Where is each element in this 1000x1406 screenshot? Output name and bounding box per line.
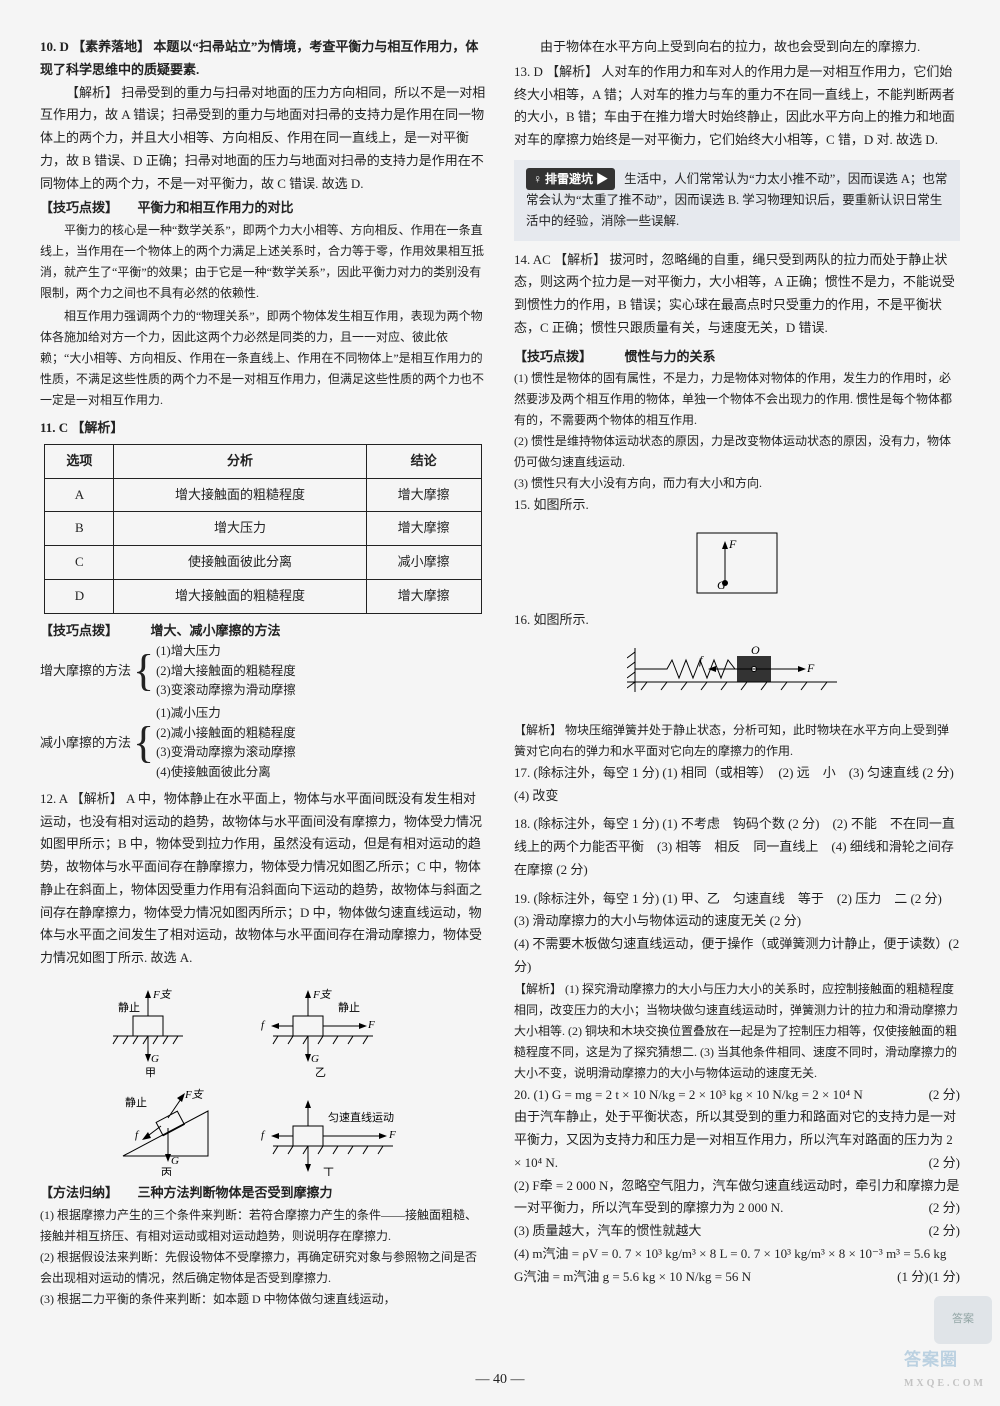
- q20d: (3) 质量越大，汽车的惯性就越大: [514, 1223, 701, 1238]
- svg-text:静止: 静止: [125, 1095, 147, 1109]
- svg-text:G: G: [151, 1053, 159, 1065]
- svg-text:F支: F支: [312, 988, 333, 1001]
- q19b: (4) 不需要木板做匀速直线运动，便于操作（或弹簧测力计静止，便于读数）(2 分…: [514, 933, 960, 979]
- tip-lead-11: 【技巧点拨】: [40, 623, 112, 638]
- inc2: (2)增大接触面的粗糙程度: [156, 664, 296, 678]
- method-title-12: 三种方法判断物体是否受到摩擦力: [138, 1185, 333, 1200]
- svg-text:静止: 静止: [338, 1000, 360, 1014]
- th-opt: 选项: [45, 444, 114, 478]
- box-lead-icon: ♀ 排雷避坑 ▶: [526, 168, 615, 190]
- inc1: (1)增大压力: [156, 644, 221, 658]
- th-con: 结论: [366, 444, 481, 478]
- svg-text:F: F: [388, 1129, 396, 1141]
- wm-url: MXQE.COM: [904, 1375, 986, 1393]
- q14: 14. AC 【解析】 拔河时，忽略绳的自重，绳只受到两队的拉力而处于静止状态，…: [514, 249, 960, 340]
- svg-text:甲: 甲: [145, 1067, 156, 1079]
- table-row: B增大压力增大摩擦: [45, 512, 481, 546]
- inc-lead: 增大摩擦的方法: [40, 660, 131, 683]
- q12-body: 12. A 【解析】 A 中，物体静止在水平面上，物体与水平面间既没有发生相对运…: [40, 788, 486, 970]
- tip-title-11: 增大、减小摩擦的方法: [151, 623, 281, 638]
- svg-text:G: G: [311, 1053, 319, 1065]
- q20f: G汽油 = m汽油 g = 5.6 kg × 10 N/kg = 56 N: [514, 1269, 751, 1284]
- table-row: D增大接触面的粗糙程度增大摩擦: [45, 579, 481, 613]
- q19a: 19. (除标注外，每空 1 分) (1) 甲、乙 匀速直线 等于 (2) 压力…: [514, 888, 960, 934]
- tip10-p2: 相互作用力强调两个力的“物理关系”，即两个物体发生相互作用，表现为两个物体各施加…: [40, 306, 486, 411]
- highlight-box: ♀ 排雷避坑 ▶ 生活中，人们常常认为“力太小推不动”，因而误选 A；也常常会认…: [514, 160, 960, 241]
- wm-text: 答案圈: [904, 1350, 958, 1369]
- svg-text:静止: 静止: [118, 1000, 140, 1014]
- brace-icon: {: [133, 730, 154, 756]
- q18: 18. (除标注外，每空 1 分) (1) 不考虑 钩码个数 (2 分) (2)…: [514, 813, 960, 881]
- svg-text:F支: F支: [152, 988, 173, 1001]
- th-ana: 分析: [114, 444, 366, 478]
- cont-12: 由于物体在水平方向上受到向右的拉力，故也会受到向左的摩擦力.: [514, 36, 960, 59]
- q20e: (4) m汽油 = ρV = 0. 7 × 10³ kg/m³ × 8 L = …: [514, 1246, 946, 1261]
- q11-table: 选项 分析 结论 A增大接触面的粗糙程度增大摩擦 B增大压力增大摩擦 C使接触面…: [44, 444, 481, 614]
- q12-diagram: F支 G 静止 甲 F支 G Ff 静止 乙: [40, 976, 486, 1176]
- q16-analysis: 【解析】 物块压缩弹簧并处于静止状态，分析可知，此时物块在水平方向上受到弹簧对它…: [514, 720, 960, 762]
- dec1: (1)减小压力: [156, 706, 221, 720]
- q16-figure: O F f: [514, 638, 960, 714]
- svg-text:f: f: [261, 1129, 266, 1141]
- method-lead-12: 【方法归纳】: [40, 1185, 112, 1200]
- svg-text:F: F: [806, 661, 815, 675]
- tip-title-10: 平衡力和相互作用力的对比: [138, 200, 294, 215]
- dec2: (2)减小接触面的粗糙程度: [156, 726, 296, 740]
- m12-2: (2) 根据假设法来判断：先假设物体不受摩擦力，再确定研究对象与参照物之间是否会…: [40, 1247, 486, 1289]
- svg-text:f: f: [261, 1019, 266, 1031]
- m12-1: (1) 根据摩擦力产生的三个条件来判断：若符合摩擦力产生的条件——接触面粗糙、接…: [40, 1205, 486, 1247]
- q16-head: 16. 如图所示.: [514, 609, 960, 632]
- q14-t2: (2) 惯性是维持物体运动状态的原因，力是改变物体运动状态的原因，没有力，物体仍…: [514, 431, 960, 473]
- tip10-p1: 平衡力的核心是一种“数学关系”，即两个力大小相等、方向相反、作用在一条直线上，当…: [40, 220, 486, 304]
- tip-lead-14: 【技巧点拨】: [514, 349, 586, 364]
- stamp-icon: 答案: [934, 1296, 992, 1344]
- inc3: (3)变滚动摩擦为滑动摩擦: [156, 683, 296, 697]
- q11-head: 11. C 【解析】: [40, 417, 486, 440]
- dec3: (3)变滑动摩擦为滚动摩擦: [156, 745, 296, 759]
- svg-text:匀速直线运动: 匀速直线运动: [328, 1110, 394, 1124]
- tip-lead: 【技巧点拨】: [40, 200, 112, 215]
- score: (1 分): [897, 1266, 928, 1289]
- score: (2 分): [929, 1084, 960, 1107]
- q20a: 20. (1) G = mg = 2 t × 10 N/kg = 2 × 10³…: [514, 1087, 863, 1102]
- q20b: 由于汽车静止，处于平衡状态，所以其受到的重力和路面对它的支持力是一对平衡力，又因…: [514, 1109, 956, 1170]
- table-row: C使接触面彼此分离减小摩擦: [45, 546, 481, 580]
- svg-text:F: F: [367, 1019, 375, 1031]
- score: (2 分): [929, 1220, 960, 1243]
- svg-text:丁: 丁: [323, 1167, 334, 1176]
- m12-3: (3) 根据二力平衡的条件来判断：如本题 D 中物体做匀速直线运动，: [40, 1289, 486, 1310]
- tip-title-14: 惯性与力的关系: [625, 349, 716, 364]
- dec4: (4)使接触面彼此分离: [156, 765, 271, 779]
- svg-text:O: O: [751, 643, 760, 657]
- svg-text:f: f: [135, 1129, 140, 1141]
- q10-head: 10. D 【素养落地】 本题以“扫帚站立”为情境，考查平衡力与相互作用力，体现…: [40, 36, 486, 82]
- q13: 13. D 【解析】 人对车的作用力和车对人的作用力是一对相互作用力，它们始终大…: [514, 61, 960, 152]
- svg-text:F支: F支: [184, 1088, 205, 1101]
- svg-text:丙: 丙: [161, 1167, 172, 1176]
- brace-icon: {: [133, 658, 154, 684]
- q10-analysis: 【解析】 扫帚受到的重力与扫帚对地面的压力方向相同，所以不是一对相互作用力，故 …: [40, 82, 486, 196]
- svg-text:G: G: [171, 1155, 179, 1167]
- svg-text:乙: 乙: [315, 1066, 326, 1079]
- svg-text:f: f: [699, 653, 704, 667]
- q14-t1: (1) 惯性是物体的固有属性，不是力，力是物体对物体的作用，发生力的作用时，必然…: [514, 368, 960, 431]
- score: (1 分): [929, 1266, 960, 1289]
- q14-t3: (3) 惯性只有大小没有方向，而力有大小和方向.: [514, 473, 960, 494]
- score: (2 分): [929, 1197, 960, 1220]
- q15-figure: F G: [514, 523, 960, 603]
- score: (2 分): [929, 1152, 960, 1175]
- dec-lead: 减小摩擦的方法: [40, 732, 131, 755]
- q20c: (2) F牵 = 2 000 N，忽略空气阻力，汽车做匀速直线运动时，牵引力和摩…: [514, 1178, 959, 1216]
- q17: 17. (除标注外，每空 1 分) (1) 相同（或相等） (2) 远 小 (3…: [514, 762, 960, 808]
- q15-head: 15. 如图所示.: [514, 494, 960, 517]
- page-number: — 40 —: [0, 1368, 1000, 1393]
- q19-analysis: 【解析】 (1) 探究滑动摩擦力的大小与压力大小的关系时，应控制接触面的粗糙程度…: [514, 979, 960, 1084]
- svg-text:G: G: [717, 578, 726, 592]
- svg-text:F: F: [728, 537, 737, 551]
- table-row: A增大接触面的粗糙程度增大摩擦: [45, 478, 481, 512]
- watermark: 答案圈 MXQE.COM: [904, 1345, 986, 1392]
